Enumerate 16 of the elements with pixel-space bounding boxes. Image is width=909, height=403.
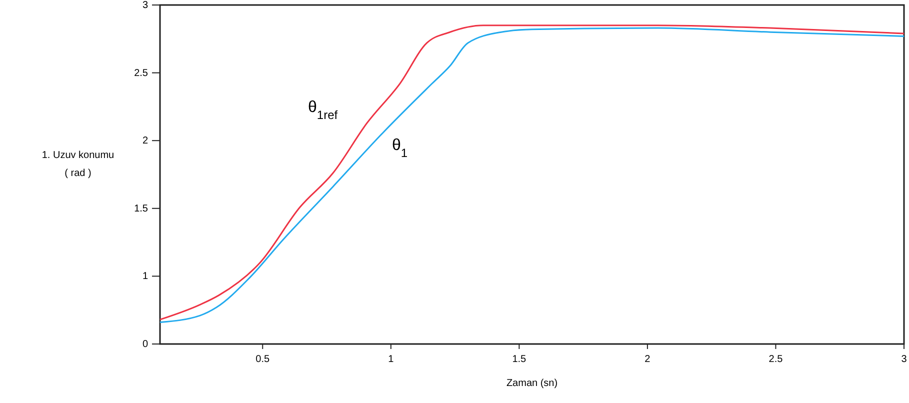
- y-axis-title: 1. Uzuv konumu ( rad ): [42, 150, 114, 179]
- annotation: θ$_{1ref}$: [308, 99, 338, 122]
- y-tick-label: 2.5: [134, 68, 148, 79]
- x-tick-label: 0.5: [256, 354, 270, 365]
- x-tick-label: 2.5: [768, 354, 784, 365]
- x-tick-label: 1: [388, 354, 394, 365]
- x-axis-title: Zaman (sn): [506, 378, 558, 389]
- y-tick-label: 0: [142, 339, 148, 350]
- annotation: θ$_{1}$: [392, 137, 408, 160]
- y-tick-label: 1.5: [134, 203, 148, 214]
- y-tick-label: 3: [142, 0, 148, 11]
- x-tick-label: 1.5: [512, 354, 527, 365]
- x-tick-label: 3: [901, 354, 908, 365]
- y-tick-label: 2: [142, 136, 148, 147]
- y-tick-label: 1: [142, 271, 148, 282]
- x-tick-label: 2: [644, 354, 651, 365]
